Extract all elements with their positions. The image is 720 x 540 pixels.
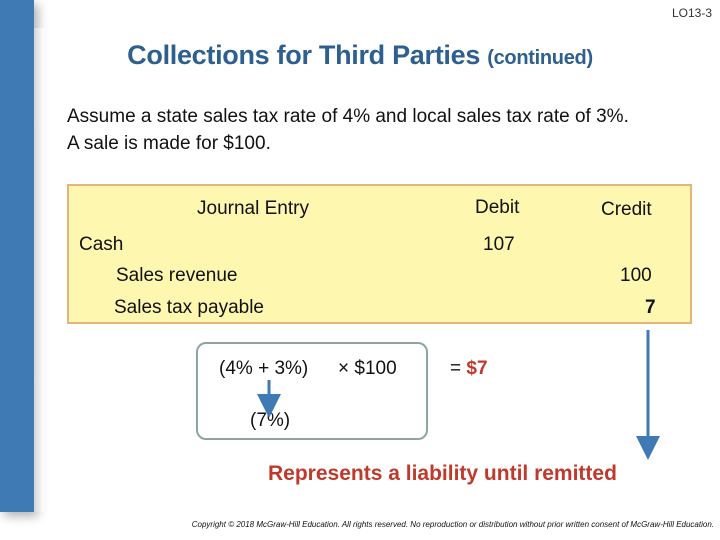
header-journal-entry: Journal Entry (197, 198, 309, 219)
row-account-sales-revenue: Sales revenue (116, 265, 238, 286)
side-shadow (34, 28, 44, 512)
formula-equals: = (450, 358, 467, 379)
slide-code: LO13-3 (671, 6, 712, 20)
row-credit-sales-tax-payable: 7 (645, 297, 656, 318)
row-debit-cash: 107 (483, 234, 515, 255)
formula-times: × $100 (338, 358, 397, 379)
title-sub: (continued) (487, 47, 593, 69)
tax-rate-bracket (196, 342, 428, 440)
row-account-cash: Cash (79, 234, 124, 255)
row-credit-sales-revenue: 100 (620, 265, 652, 286)
header-debit: Debit (475, 197, 520, 218)
row-account-sales-tax-payable: Sales tax payable (114, 297, 264, 318)
formula-rates: (4% + 3%) (219, 358, 309, 379)
copyright-notice: Copyright © 2018 McGraw-Hill Education. … (191, 520, 714, 529)
journal-entry-table: Journal Entry Debit Credit Cash 107 Sale… (67, 184, 692, 324)
header-credit: Credit (601, 199, 652, 220)
formula-result: = $7 (450, 358, 488, 380)
intro-text: Assume a state sales tax rate of 4% and … (67, 103, 707, 157)
intro-line-1: Assume a state sales tax rate of 4% and … (67, 106, 629, 127)
side-accent-bar (0, 0, 34, 512)
intro-line-2: A sale is made for $100. (67, 133, 271, 154)
title-main: Collections for Third Parties (127, 40, 481, 70)
liability-note: Represents a liability until remitted (268, 462, 617, 485)
page-title: Collections for Third Parties (continued… (0, 40, 720, 71)
formula-result-value: $7 (466, 358, 488, 379)
